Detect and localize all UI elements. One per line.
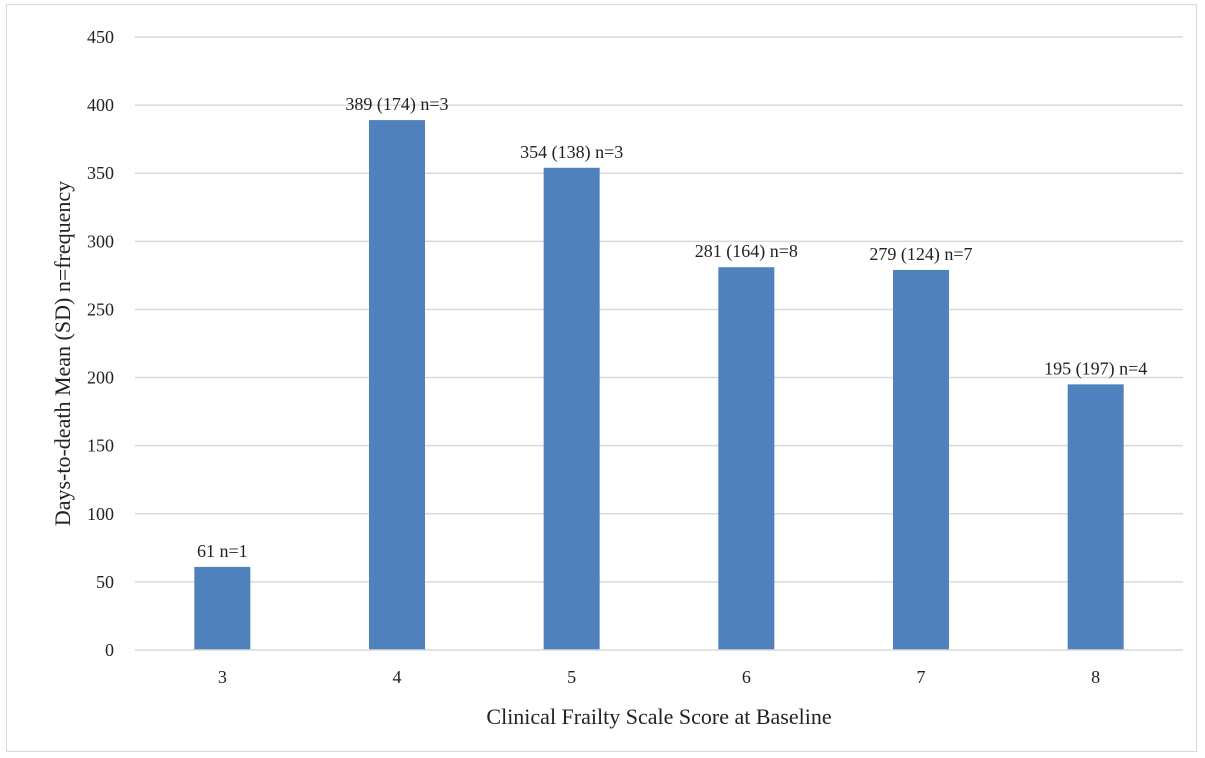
y-tick-label: 450 bbox=[87, 27, 114, 47]
x-tick-label: 5 bbox=[567, 667, 576, 687]
data-labels: 61 n=1 389 (174) n=3 354 (138) n=3 281 (164… bbox=[197, 94, 1147, 561]
bar bbox=[1067, 384, 1124, 650]
y-tick-label: 0 bbox=[105, 640, 114, 660]
bar-data-label: 354 (138) n=3 bbox=[520, 142, 623, 163]
gridlines bbox=[135, 36, 1183, 583]
bar bbox=[718, 267, 775, 650]
y-tick-label: 300 bbox=[87, 231, 114, 251]
y-tick-label: 400 bbox=[87, 95, 114, 115]
x-tick-label: 8 bbox=[1091, 667, 1100, 687]
bar bbox=[369, 120, 425, 650]
bar-data-label: 279 (124) n=7 bbox=[869, 244, 972, 265]
x-axis-title: Clinical Frailty Scale Score at Baseline bbox=[486, 704, 831, 729]
y-tick-label: 150 bbox=[87, 436, 114, 456]
y-tick-label: 350 bbox=[87, 163, 114, 183]
bar-data-label: 389 (174) n=3 bbox=[345, 94, 448, 115]
bar-data-label: 281 (164) n=8 bbox=[695, 241, 798, 262]
bar-data-label: 61 n=1 bbox=[197, 541, 248, 561]
bar bbox=[543, 167, 600, 651]
y-tick-label: 100 bbox=[87, 504, 114, 524]
bars bbox=[194, 120, 1124, 651]
x-tick-label: 3 bbox=[218, 667, 227, 687]
y-axis-title: Days-to-death Mean (SD) n=frequency bbox=[50, 181, 75, 526]
bar bbox=[194, 566, 251, 650]
y-axis-ticks: 0 50 100 150 200 250 300 350 400 450 bbox=[87, 27, 114, 660]
y-tick-label: 200 bbox=[87, 368, 114, 388]
x-tick-label: 7 bbox=[917, 667, 926, 687]
x-tick-label: 6 bbox=[742, 667, 751, 687]
bar-data-label: 195 (197) n=4 bbox=[1044, 358, 1147, 379]
y-tick-label: 250 bbox=[87, 299, 114, 319]
bar bbox=[893, 269, 949, 650]
y-tick-label: 50 bbox=[96, 572, 114, 592]
x-axis-ticks: 3 4 5 6 7 8 bbox=[218, 667, 1100, 687]
x-tick-label: 4 bbox=[393, 667, 402, 687]
